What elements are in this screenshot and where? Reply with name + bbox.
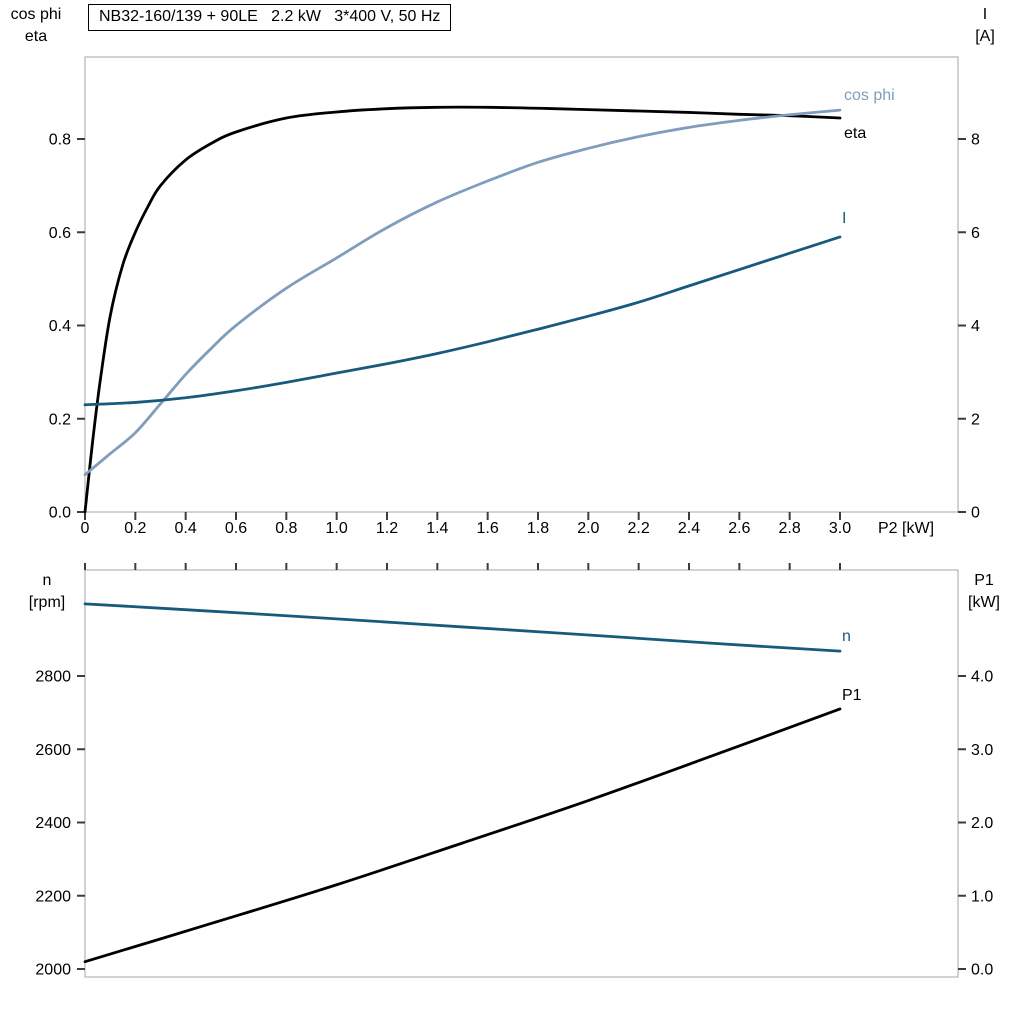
- top-left-tick-label: 0.4: [49, 318, 71, 335]
- axis-title-speed-unit: [rpm]: [28, 594, 66, 611]
- top-x-tick-label: 0.4: [175, 520, 197, 537]
- curve-label-i: I: [842, 210, 846, 227]
- top-x-tick-label: 2.6: [728, 520, 750, 537]
- top-x-tick-label: 0: [81, 520, 90, 537]
- top-right-tick-label: 2: [971, 411, 980, 428]
- bottom-right-tick-label: 2.0: [971, 815, 993, 832]
- i-curve: [83, 235, 842, 407]
- curve-label-eta: eta: [844, 125, 866, 142]
- curve-label-cos-phi: cos phi: [844, 87, 895, 104]
- bottom-right-tick-label: 4.0: [971, 669, 993, 686]
- axis-title-p1-unit: [kW]: [968, 594, 1000, 611]
- top-x-tick-label: 2.2: [628, 520, 650, 537]
- top-x-tick-label: 0.6: [225, 520, 247, 537]
- axis-title-current-unit: [A]: [975, 28, 995, 45]
- top-chart-frame: [84, 56, 959, 513]
- top-right-tick-label: 8: [971, 132, 980, 149]
- bottom-left-tick-label: 2200: [35, 888, 71, 905]
- bottom-chart-frame: [84, 569, 959, 978]
- bottom-left-tick-label: 2800: [35, 669, 71, 686]
- top-right-tick-label: 6: [971, 225, 980, 242]
- eta-curve: [83, 105, 842, 514]
- top-right-tick-label: 4: [971, 318, 980, 335]
- bottom-left-tick-label: 2600: [35, 742, 71, 759]
- top-x-tick-label: 2.8: [779, 520, 801, 537]
- chart-title: NB32-160/139 + 90LE 2.2 kW 3*400 V, 50 H…: [88, 4, 452, 31]
- top-x-axis-label: P2 [kW]: [878, 520, 934, 537]
- axis-title-p1: P1: [974, 572, 994, 589]
- bottom-left-axis-title: n [rpm]: [8, 570, 86, 614]
- cos-phi-curve: [83, 108, 842, 477]
- top-x-tick-label: 2.0: [577, 520, 599, 537]
- axis-title-speed: n: [42, 572, 52, 589]
- top-left-axis-title: cos phi eta: [0, 4, 72, 48]
- top-x-tick-label: 1.2: [376, 520, 398, 537]
- bottom-right-axis-title: P1 [kW]: [962, 570, 1006, 614]
- top-x-tick-label: 0.8: [275, 520, 297, 537]
- n-curve: [83, 602, 842, 653]
- top-right-tick-label: 0: [971, 505, 980, 522]
- top-left-tick-label: 0.8: [49, 132, 71, 149]
- top-left-tick-label: 0.0: [49, 505, 71, 522]
- top-x-tick-label: 1.6: [477, 520, 499, 537]
- top-left-tick-label: 0.6: [49, 225, 71, 242]
- top-right-axis-title: I [A]: [963, 4, 1007, 48]
- axis-title-current: I: [982, 6, 988, 23]
- axis-title-eta: eta: [24, 28, 48, 45]
- top-x-tick-label: 3.0: [829, 520, 851, 537]
- bottom-left-tick-label: 2000: [35, 962, 71, 979]
- top-x-tick-label: 1.4: [426, 520, 448, 537]
- bottom-right-tick-label: 1.0: [971, 888, 993, 905]
- bottom-right-tick-label: 0.0: [971, 962, 993, 979]
- bottom-left-tick-label: 2400: [35, 815, 71, 832]
- top-left-tick-label: 0.2: [49, 411, 71, 428]
- p1-curve: [83, 707, 842, 964]
- top-x-tick-label: 0.2: [124, 520, 146, 537]
- top-x-tick-label: 2.4: [678, 520, 700, 537]
- top-x-tick-label: 1.0: [326, 520, 348, 537]
- curve-label-n: n: [842, 628, 851, 645]
- axis-title-cos-phi: cos phi: [10, 6, 62, 23]
- curve-label-p1: P1: [842, 687, 862, 704]
- top-x-tick-label: 1.8: [527, 520, 549, 537]
- bottom-right-tick-label: 3.0: [971, 742, 993, 759]
